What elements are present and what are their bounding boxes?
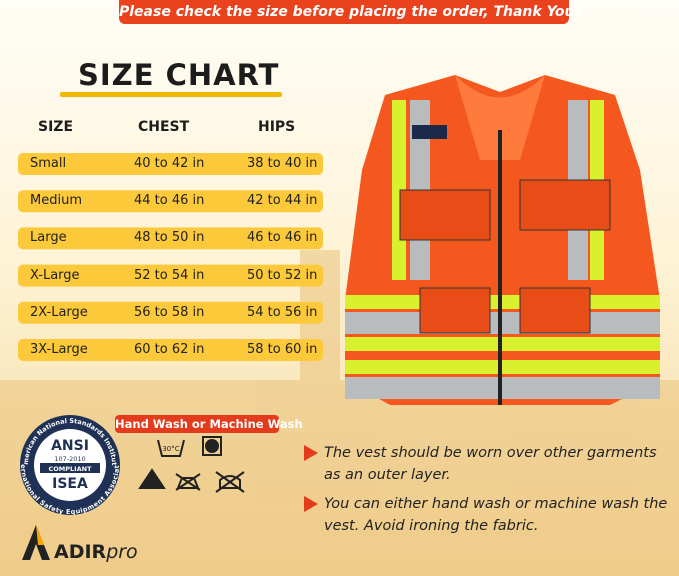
badge-line: ISEA xyxy=(52,476,88,492)
table-cell: 60 to 62 in xyxy=(134,342,205,357)
badge-line: ANSI xyxy=(51,438,89,454)
column-header: CHEST xyxy=(138,119,190,135)
table-cell: 52 to 54 in xyxy=(134,267,205,283)
title-underline xyxy=(60,92,282,97)
table-cell: 44 to 46 in xyxy=(134,193,205,209)
brand-logo-accent xyxy=(36,525,44,545)
table-cell: 46 to 46 in xyxy=(247,230,318,246)
note: You can either hand wash or machine wash… xyxy=(324,496,668,534)
table-cell: 2X-Large xyxy=(30,304,88,320)
row-bar xyxy=(18,339,323,361)
table-cell: 54 to 56 in xyxy=(247,304,318,320)
table-cell: Large xyxy=(30,230,67,246)
brand-logo xyxy=(22,525,50,560)
row-bar xyxy=(18,301,323,324)
column-header: HIPS xyxy=(258,119,296,135)
table-cell: Medium xyxy=(30,193,82,209)
table-cell: 56 to 58 in xyxy=(134,304,205,320)
care-label: Hand Wash or Machine Wash xyxy=(115,415,303,433)
wash-temperature: 30°C xyxy=(162,445,179,453)
table-cell: 3X-Large xyxy=(30,342,88,357)
bullet xyxy=(304,445,318,461)
care-icons xyxy=(138,436,245,493)
ansi-badge xyxy=(20,415,120,515)
brand: ADIRpro xyxy=(54,541,138,563)
table-cell: 48 to 50 in xyxy=(134,230,205,246)
banner: Please check the size before placing the… xyxy=(119,0,581,24)
table-cell: Small xyxy=(30,156,67,171)
bullet xyxy=(304,496,318,512)
table-cell: 40 to 42 in xyxy=(134,156,205,171)
row-bar xyxy=(18,227,323,250)
vest xyxy=(345,75,660,405)
table-cell: 38 to 40 in xyxy=(247,156,318,171)
brand-suffix: pro xyxy=(105,541,138,563)
title: SIZE CHART xyxy=(78,58,280,92)
badge-line: 107-2010 xyxy=(54,455,85,463)
table-cell: 58 to 60 in xyxy=(247,342,318,357)
row-bar xyxy=(18,190,323,213)
brand-name: ADIR xyxy=(54,541,107,563)
table-cell: 50 to 52 in xyxy=(247,267,318,283)
row-bar xyxy=(18,264,323,287)
table-cell: 42 to 44 in xyxy=(247,193,318,209)
badge-line: COMPLIANT xyxy=(49,465,93,473)
note: The vest should be worn over other garme… xyxy=(324,445,657,483)
row-bar xyxy=(18,153,323,175)
column-header: SIZE xyxy=(38,119,74,135)
table-cell: X-Large xyxy=(30,267,80,283)
